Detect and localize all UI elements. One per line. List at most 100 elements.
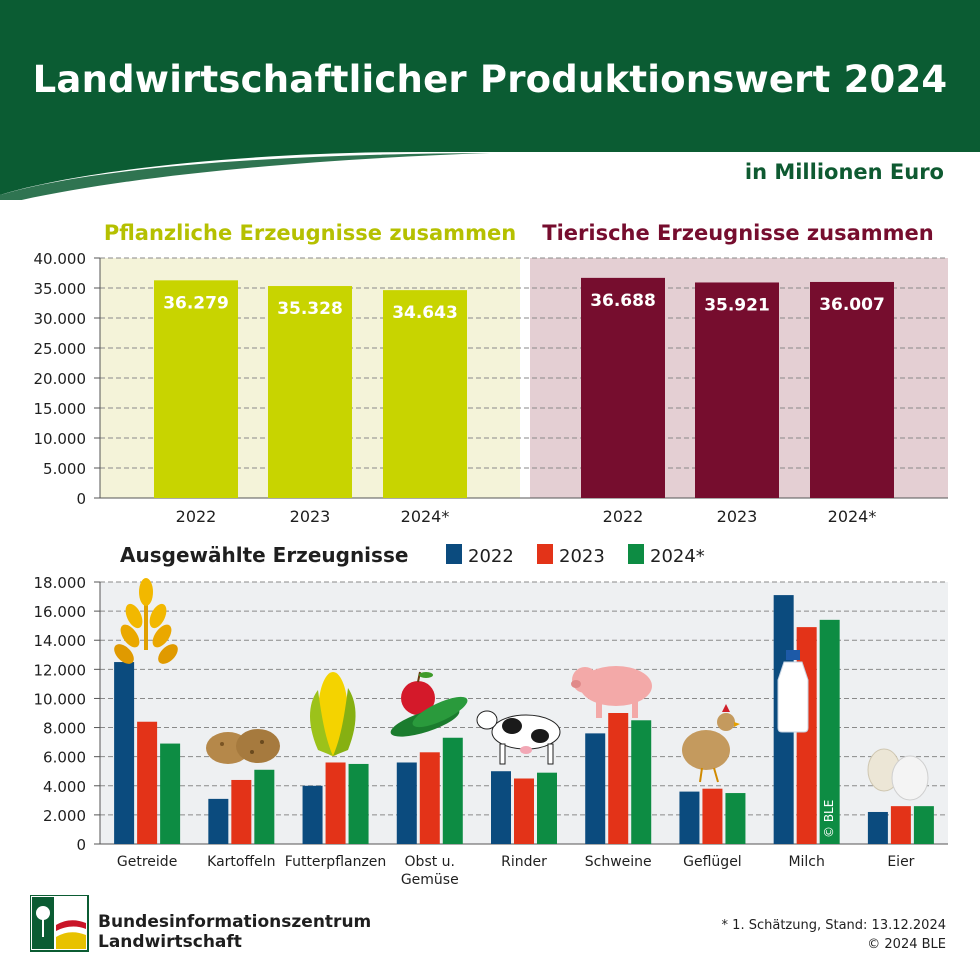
bottom-y-tick-label: 18.000 (34, 574, 87, 592)
bottom-y-tick-label: 10.000 (34, 690, 87, 708)
product-bar-2024* (819, 619, 840, 844)
top-y-tick-label: 30.000 (34, 310, 87, 328)
product-bar-2023 (890, 806, 911, 844)
products-chart-title: Ausgewählte Erzeugnisse (120, 543, 408, 567)
product-bar-2024* (631, 720, 652, 844)
footnote: * 1. Schätzung, Stand: 13.12.2024 © 2024… (722, 916, 946, 954)
product-bar-2022 (679, 791, 700, 844)
product-bar-2024* (348, 763, 369, 844)
page-title: Landwirtschaftlicher Produktionswert 202… (32, 58, 948, 101)
product-bar-2023 (702, 788, 723, 844)
bottom-y-tick-label: 8.000 (43, 720, 86, 738)
plant-x-tick-label: 2022 (176, 507, 217, 526)
org-line-1: Bundesinformationszentrum (98, 912, 372, 932)
top-y-tick-label: 35.000 (34, 280, 87, 298)
plant-bar-value-label: 34.643 (392, 303, 458, 323)
animal-x-tick-label: 2024* (828, 507, 877, 526)
bottom-y-tick-label: 12.000 (34, 661, 87, 679)
chicken-icon (682, 704, 740, 783)
animal-bar-2022 (581, 277, 665, 498)
plant-bar-2023 (268, 286, 352, 498)
wheat-icon (114, 578, 178, 664)
product-bar-2023 (419, 752, 440, 844)
legend-label: 2022 (468, 546, 514, 567)
plant-x-tick-label: 2023 (290, 507, 331, 526)
plant-chart-title: Pflanzliche Erzeugnisse zusammen (104, 221, 516, 245)
corn-icon (310, 672, 356, 756)
legend-label: 2024* (650, 546, 705, 567)
product-x-tick-label: Futterpflanzen (285, 854, 387, 870)
product-bar-2022 (114, 662, 135, 844)
animal-x-tick-label: 2022 (603, 507, 644, 526)
top-y-tick-label: 10.000 (34, 430, 87, 448)
note-line-1: * 1. Schätzung, Stand: 13.12.2024 (721, 918, 946, 933)
product-bar-2022 (867, 811, 888, 844)
note-line-2: © 2024 BLE (867, 937, 946, 952)
product-x-tick-label: Geflügel (683, 854, 742, 870)
product-x-tick-label: Rinder (501, 854, 547, 870)
legend-label: 2023 (559, 546, 605, 567)
product-bar-2024* (913, 806, 934, 844)
animal-bar-2024* (810, 281, 894, 498)
unit-label: in Millionen Euro (744, 160, 944, 184)
product-bar-2023 (325, 762, 346, 844)
product-bar-2022 (396, 762, 417, 844)
top-y-tick-label: 5.000 (43, 460, 86, 478)
product-x-tick-label: Kartoffeln (207, 854, 275, 870)
bottom-y-tick-label: 0 (76, 836, 86, 854)
animal-bar-2023 (695, 282, 779, 498)
product-bar-2022 (302, 785, 323, 844)
product-bar-2024* (537, 772, 557, 844)
pig-icon (571, 666, 652, 718)
animal-chart-title: Tierische Erzeugnisse zusammen (542, 221, 933, 245)
cow-icon (476, 710, 561, 765)
product-bar-2024* (160, 743, 181, 844)
eggs-icon (867, 748, 929, 801)
bottom-y-tick-label: 16.000 (34, 603, 87, 621)
potato-icon (206, 729, 280, 764)
plant-bar-2024* (383, 290, 467, 498)
product-x-tick-label: Getreide (117, 854, 177, 870)
watermark: © BLE (822, 800, 836, 838)
header-banner (0, 0, 980, 200)
plant-bar-value-label: 36.279 (163, 293, 229, 313)
plant-x-tick-label: 2024* (401, 507, 450, 526)
product-bar-2023 (608, 713, 629, 844)
legend-swatch-2023 (537, 544, 553, 564)
legend-swatch-2022 (446, 544, 462, 564)
animal-bar-value-label: 36.688 (590, 291, 656, 311)
top-y-tick-label: 40.000 (34, 250, 87, 268)
org-line-2: Landwirtschaft (98, 932, 242, 952)
organization-name: Bundesinformationszentrum Landwirtschaft (98, 912, 371, 952)
bottom-y-tick-label: 4.000 (43, 778, 86, 796)
product-bar-2022 (208, 798, 229, 844)
top-y-tick-label: 20.000 (34, 370, 87, 388)
top-y-tick-label: 0 (76, 490, 86, 508)
product-x-tick-label: Schweine (585, 854, 652, 870)
plant-bar-value-label: 35.328 (277, 299, 343, 319)
product-x-tick-label: Eier (887, 854, 914, 870)
fruit-vegetable-icon (390, 671, 468, 737)
ble-logo (30, 895, 89, 952)
legend-swatch-2024* (628, 544, 644, 564)
milk-bottle-icon (777, 650, 809, 733)
bottom-y-tick-label: 6.000 (43, 749, 86, 767)
product-bar-2023 (231, 779, 252, 844)
top-y-tick-label: 25.000 (34, 340, 87, 358)
product-x-tick-label: Gemüse (401, 872, 459, 888)
product-bar-2024* (254, 769, 275, 844)
animal-bar-value-label: 35.921 (704, 295, 770, 315)
legend: 2022 2023 2024* (446, 544, 705, 567)
product-bar-2024* (725, 793, 746, 844)
bottom-y-tick-label: 14.000 (34, 632, 87, 650)
top-y-tick-label: 15.000 (34, 400, 87, 418)
product-x-tick-label: Obst u. (405, 854, 455, 870)
product-bar-2022 (585, 733, 606, 844)
product-bar-2023 (514, 778, 534, 844)
product-icons (114, 578, 929, 801)
plant-bar-2022 (154, 280, 238, 498)
product-x-tick-label: Milch (788, 854, 824, 870)
bottom-y-tick-label: 2.000 (43, 807, 86, 825)
